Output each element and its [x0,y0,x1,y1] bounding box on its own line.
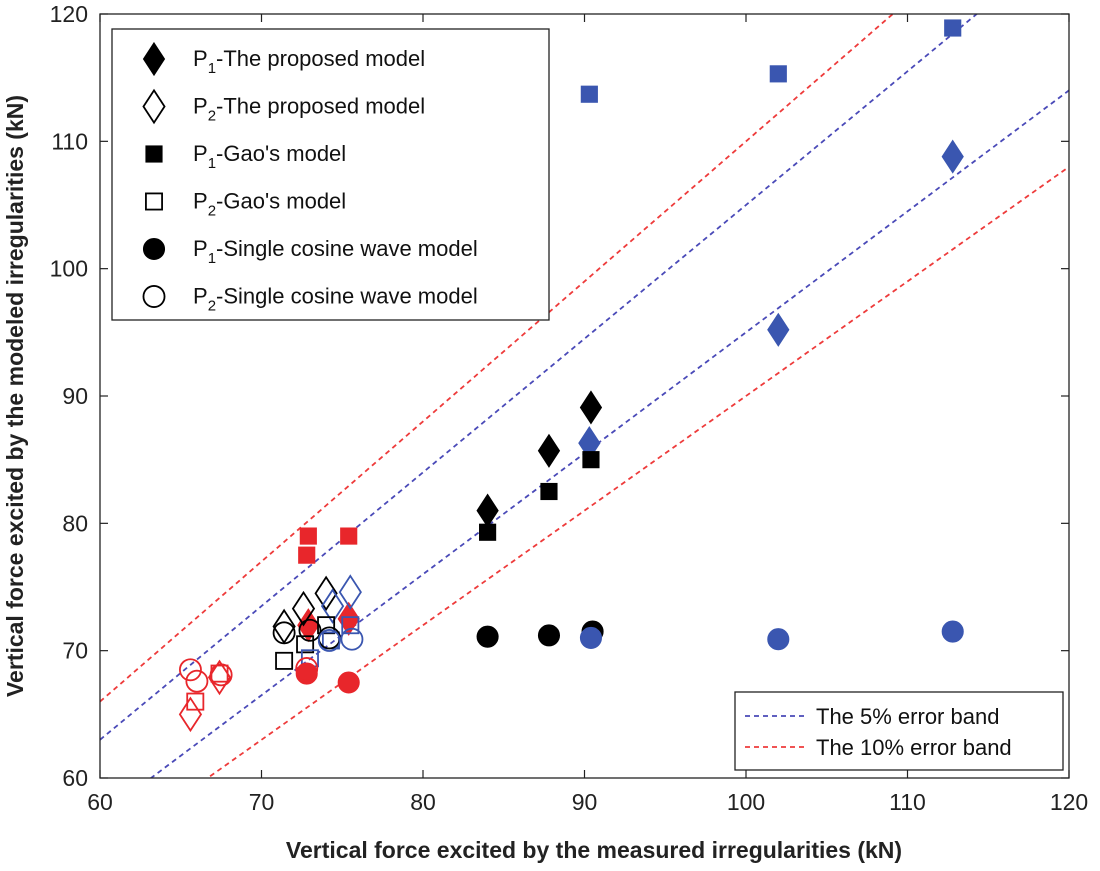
data-point [476,625,499,648]
y-tick-label: 90 [62,383,88,409]
data-point [298,546,316,564]
data-point [476,493,499,528]
error-band-line-1 [100,14,979,741]
data-point [944,19,962,37]
series-p2-single-cosine-wave-model [179,618,364,693]
data-point [537,433,561,468]
axis-ticks: 60 70 80 90 100 110 120 60 70 80 90 100 110 120 [50,1,1089,815]
legend-marker-diamond [142,88,166,125]
series-p1-single-cosine-wave-model [295,620,964,694]
error-band-line-3 [100,14,895,703]
y-axis-label: Vertical force excited by the modeled ir… [2,95,28,697]
legend-label: P2-Single cosine wave model [193,284,478,315]
band-legend-box: The 5% error band The 10% error band [734,691,1064,771]
x-tick-label: 90 [572,789,598,815]
data-point [295,662,318,685]
data-points [178,19,964,733]
data-point [337,601,360,636]
data-point [179,658,202,682]
data-point [337,671,360,694]
y-tick-label: 110 [51,128,88,154]
legend-label: P2-The proposed model [193,94,425,125]
data-point [296,635,315,654]
y-tick-label: 80 [62,510,88,536]
legend-label: P1-Single cosine wave model [193,236,478,267]
data-point [186,692,205,711]
legend-entry: P2-Gao's model [145,189,346,220]
legend-entry: P1-Single cosine wave model [142,236,478,267]
data-point [767,312,790,347]
legend-marker-diamond [142,41,166,77]
x-tick-label: 60 [87,789,113,815]
y-tick-label: 70 [62,638,88,664]
data-point [579,390,603,425]
data-point [314,575,338,612]
legend-box: P1-The proposed model P2-The proposed mod… [111,28,550,321]
data-point [272,621,296,645]
data-point [537,624,561,647]
data-point [320,588,345,624]
legend-marker-circle [142,285,166,308]
legend-marker-circle [142,237,166,261]
data-point [340,527,358,545]
legend-entry: P2-Single cosine wave model [142,284,478,315]
band-legend-entry: The 10% error band [745,735,1012,760]
data-point [338,574,362,610]
data-point [207,659,232,696]
x-tick-label: 70 [249,789,275,815]
data-point [299,527,317,545]
legend-entry: P1-The proposed model [142,41,425,77]
data-point [479,523,497,541]
x-tick-label: 120 [1050,789,1088,815]
data-point [317,629,341,652]
data-point [579,626,603,649]
data-point [941,620,964,643]
data-point [340,627,364,651]
x-tick-label: 110 [889,789,926,815]
legend-label: P1-Gao's model [193,141,346,172]
band-legend-label: The 10% error band [816,735,1012,760]
data-point [185,669,209,693]
legend-entry: P1-Gao's model [145,141,346,172]
data-point [291,590,316,627]
data-point [209,663,233,687]
data-point [341,616,360,635]
error-band-line-4 [206,166,1069,778]
data-point [540,482,558,501]
data-point [582,451,600,469]
data-point [941,139,964,174]
band-legend-label: The 5% error band [816,704,999,729]
data-point [178,696,203,733]
data-point [295,657,319,680]
legend-label: P2-Gao's model [193,189,346,220]
legend-label: P1-The proposed model [193,46,425,77]
data-point [769,65,787,83]
legend-marker-square [145,192,163,211]
band-legend-entry: The 5% error band [745,704,999,729]
x-tick-label: 100 [727,789,765,815]
x-tick-label: 80 [410,789,436,815]
data-point [580,85,598,103]
data-point [275,651,294,670]
x-axis-label: Vertical force excited by the measured i… [286,837,902,863]
y-tick-label: 120 [50,1,88,27]
series-p1-gao-s-model [298,19,962,564]
data-point [298,618,322,642]
data-point [767,628,790,651]
legend-marker-square [145,145,163,163]
y-tick-label: 60 [62,765,88,791]
y-tick-label: 100 [50,256,88,282]
legend-entry: P2-The proposed model [142,88,425,125]
